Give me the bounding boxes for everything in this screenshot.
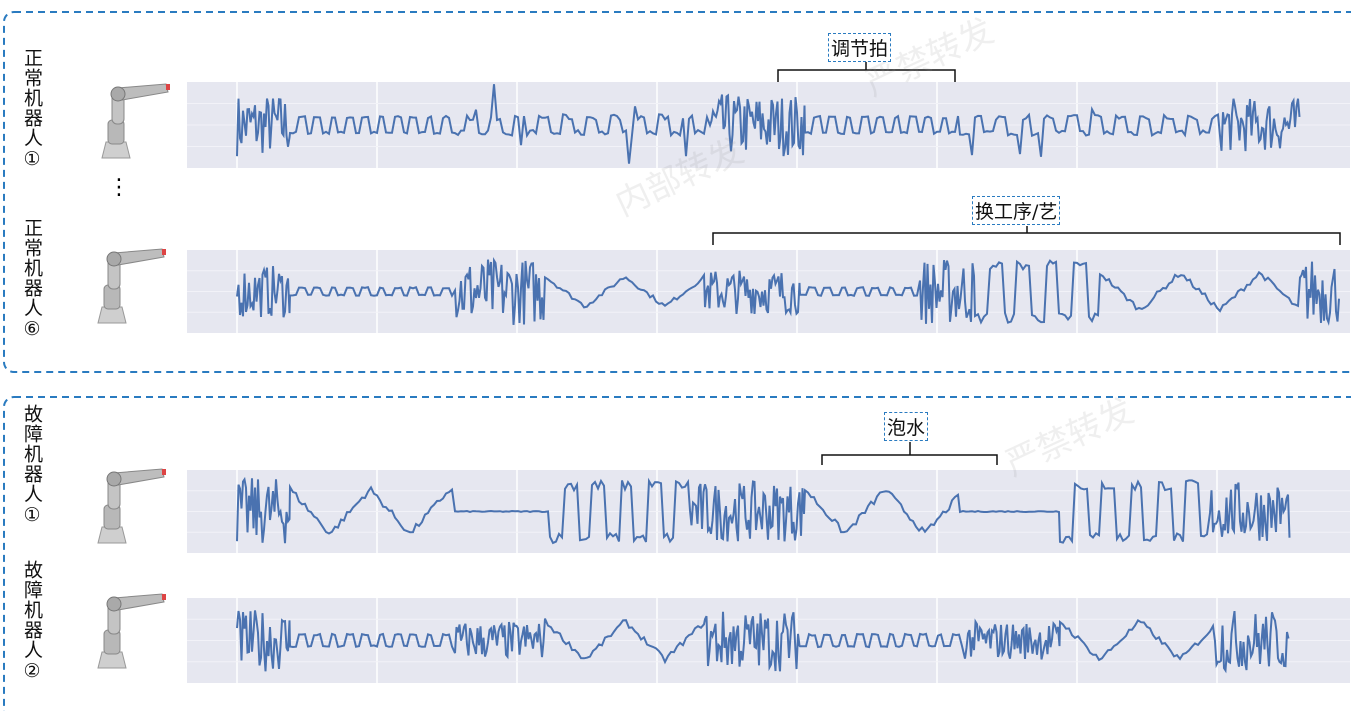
bracket xyxy=(822,442,997,465)
row-label: 故障机器人② xyxy=(22,560,42,683)
row-label: 正常机器人⑥ xyxy=(22,218,42,341)
row-label: 正常机器人① xyxy=(22,48,42,171)
robot-icon xyxy=(98,469,166,543)
robot-icon xyxy=(102,84,170,158)
robot-icon xyxy=(98,594,166,668)
annotation: 调节拍 xyxy=(828,33,891,62)
bracket xyxy=(713,226,1340,245)
ellipsis: ⋮ xyxy=(108,175,130,200)
figure: 内部转发 严禁转发 严禁转发 正常机器人① 正常机器人⑥ 故障机器人① 故障机器… xyxy=(0,0,1351,711)
row-label: 故障机器人① xyxy=(22,404,42,527)
annotation: 换工序/艺 xyxy=(972,196,1060,225)
annotation: 泡水 xyxy=(884,412,928,441)
canvas xyxy=(0,0,1351,711)
robot-icon xyxy=(98,249,166,323)
